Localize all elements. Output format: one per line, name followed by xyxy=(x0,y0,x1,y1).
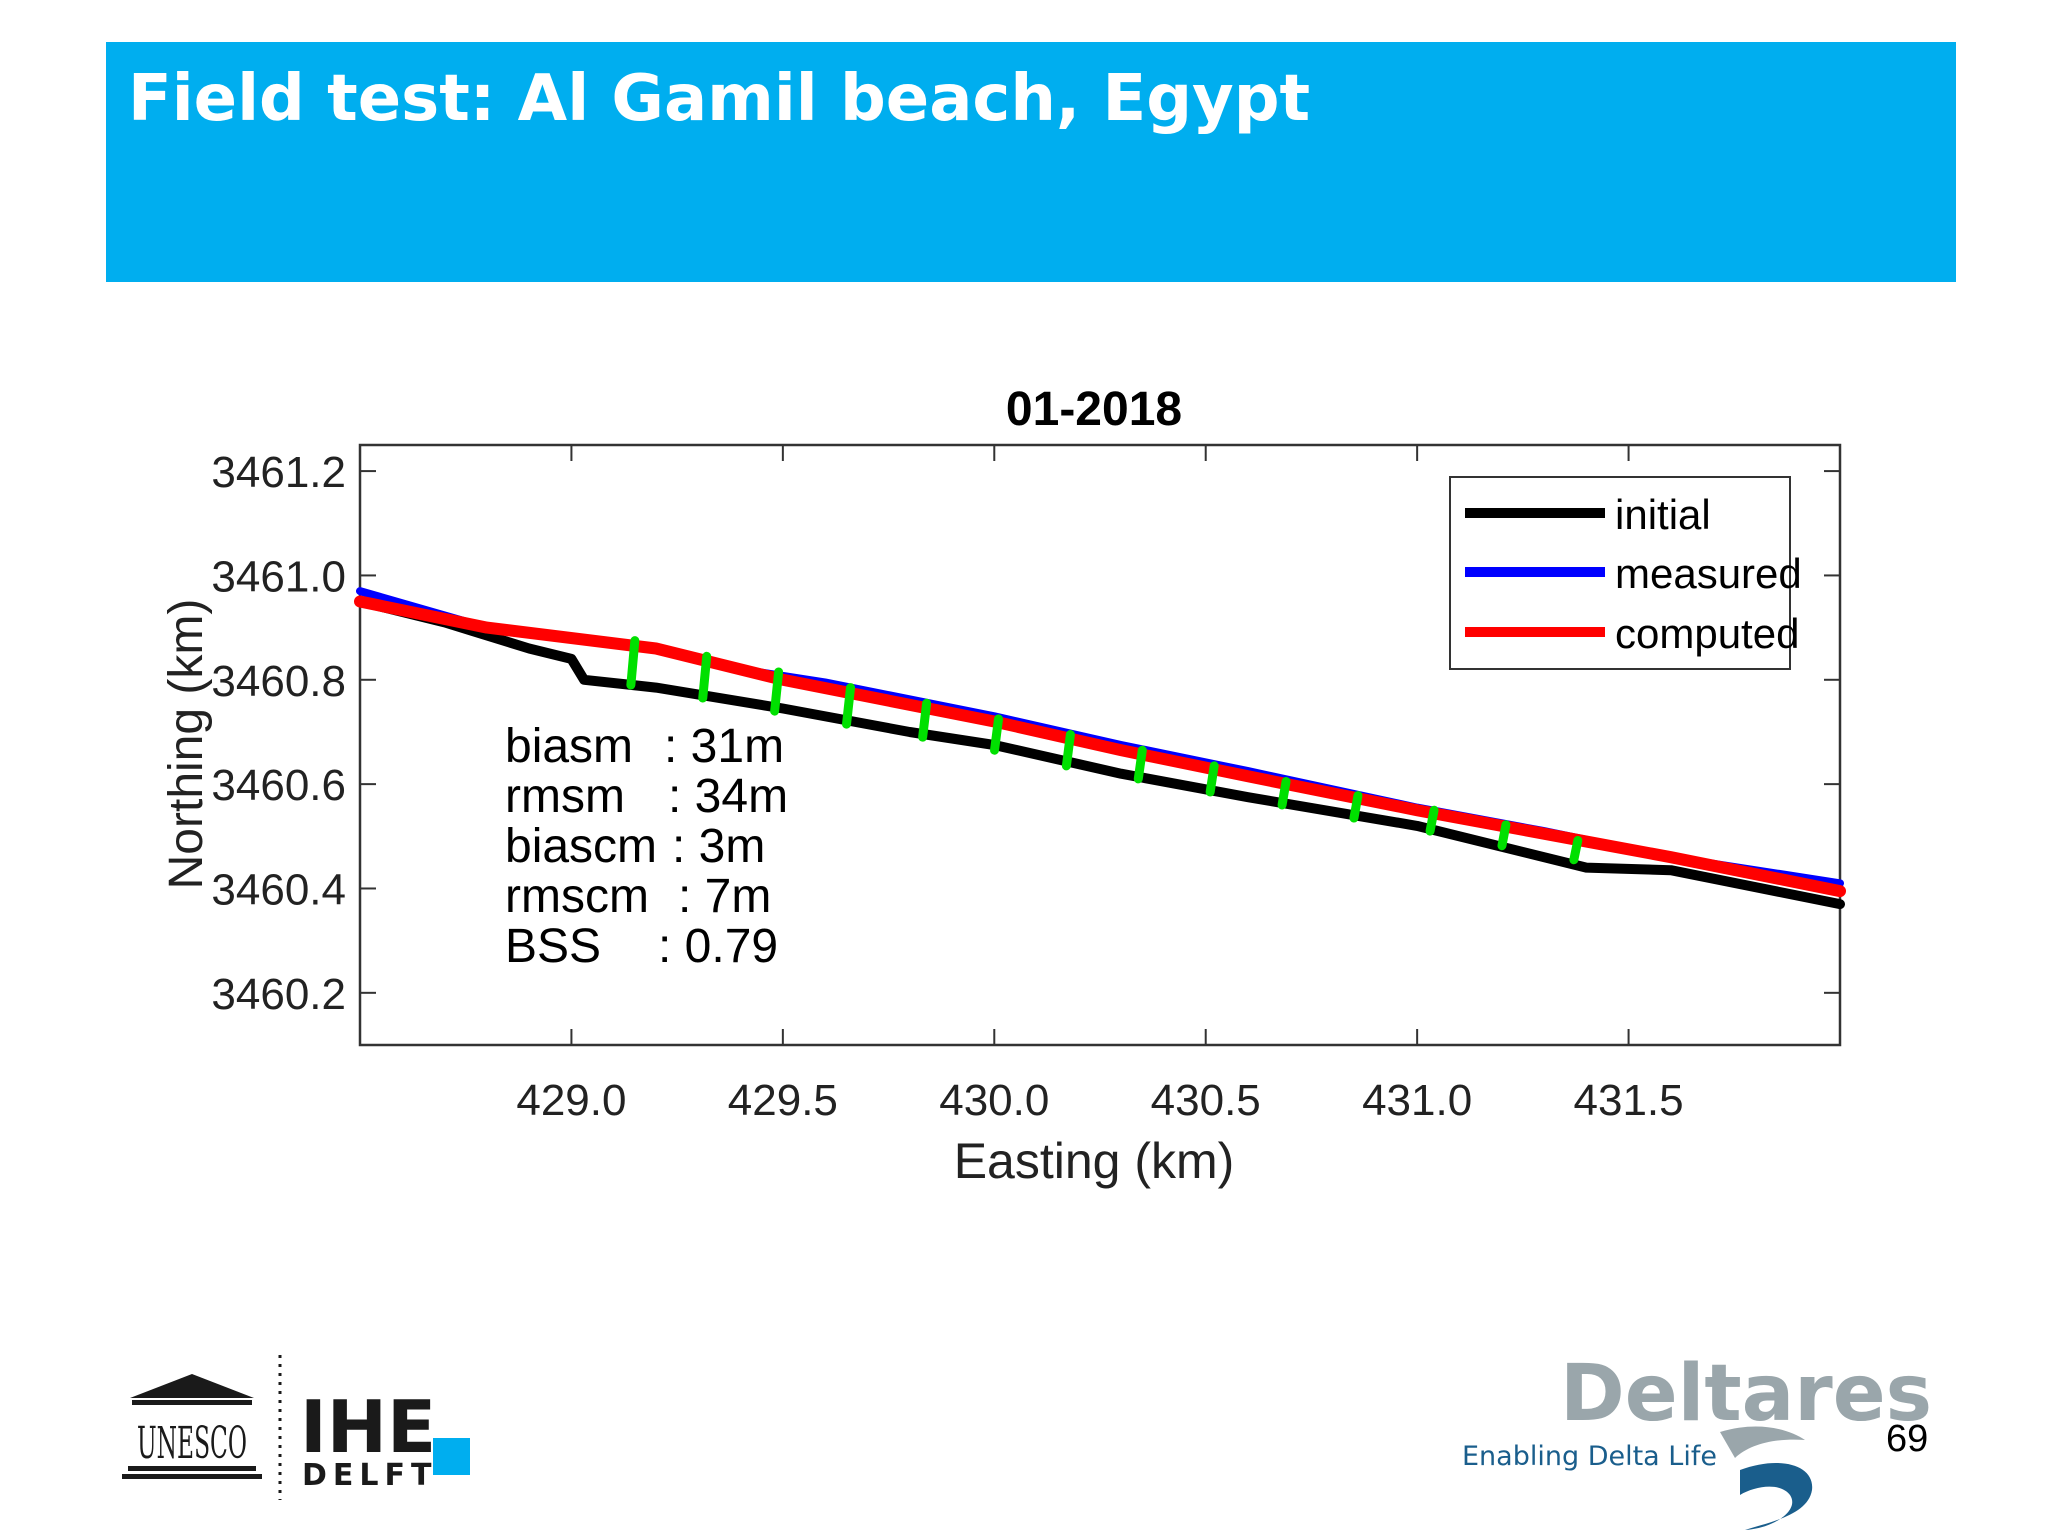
x-tick-label: 429.0 xyxy=(516,1076,626,1125)
stat-value: : 31m xyxy=(664,720,784,773)
transect-marker xyxy=(842,683,856,729)
unesco-logo: UNESCO xyxy=(122,1374,262,1479)
ihe-wordmark: IHE xyxy=(300,1385,436,1469)
unesco-wordmark: UNESCO xyxy=(137,1418,247,1469)
series-line-computed xyxy=(354,595,1846,898)
stat-value: : 0.79 xyxy=(658,920,778,973)
y-tick-label: 3460.2 xyxy=(211,970,346,1019)
slide-title: Field test: Al Gamil beach, Egypt xyxy=(128,62,1311,136)
y-tick-label: 3461.0 xyxy=(211,552,346,601)
x-tick-label: 431.0 xyxy=(1362,1076,1472,1125)
x-tick-label: 430.5 xyxy=(1151,1076,1261,1125)
legend-label-computed: computed xyxy=(1615,610,1799,657)
axes-frame xyxy=(358,443,1842,1047)
stat-label: rmscm xyxy=(505,870,649,923)
transect-marker xyxy=(1061,730,1075,771)
stat-label: biasm xyxy=(505,720,633,773)
stat-value: : 3m xyxy=(672,820,765,873)
plot-area: 429.0 429.5 430.0 430.5 431.0 431.5 3460.2 3460… xyxy=(211,443,1846,1125)
deltares-wordmark: Deltares xyxy=(1560,1349,1932,1439)
transect-marker xyxy=(626,636,640,690)
x-tick-label: 431.5 xyxy=(1574,1076,1684,1125)
chart-title: 01-2018 xyxy=(1006,383,1182,436)
deltares-logo: Deltares Enabling Delta Life xyxy=(1462,1349,1932,1530)
y-tick-label: 3460.8 xyxy=(211,657,346,706)
page-number: 69 xyxy=(1886,1418,1929,1460)
transect-marker xyxy=(1133,745,1147,784)
stat-value: : 7m xyxy=(678,870,771,923)
legend-label-initial: initial xyxy=(1615,491,1711,538)
delft-wordmark: DELFT xyxy=(302,1458,437,1493)
stats-annotation: biasm : 31m rmsm : 34m biascm : 3m rmscm… xyxy=(505,720,788,973)
transect-marker xyxy=(770,667,784,716)
y-tick-label: 3460.4 xyxy=(211,865,346,914)
x-axis-label: Easting (km) xyxy=(954,1133,1235,1189)
stat-label: biascm xyxy=(505,820,657,873)
x-tick-label: 430.0 xyxy=(939,1076,1049,1125)
stat-value: : 34m xyxy=(668,770,788,823)
series-line-initial xyxy=(355,596,1845,910)
transect-marker xyxy=(1349,791,1363,823)
deltares-swirl-icon xyxy=(1740,1462,1813,1530)
y-axis-label: Northing (km) xyxy=(160,599,213,890)
transect-marker xyxy=(1569,835,1583,865)
ihe-delft-logo: IHE DELFT xyxy=(300,1385,470,1493)
transect-marker xyxy=(698,651,712,703)
deltares-tagline: Enabling Delta Life xyxy=(1462,1441,1717,1472)
transect-marker xyxy=(1205,761,1219,797)
transect-marker xyxy=(1277,777,1291,810)
stat-label: BSS xyxy=(505,920,601,973)
legend-label-measured: measured xyxy=(1615,550,1802,597)
transect-marker xyxy=(990,714,1004,755)
stat-label: rmsm xyxy=(505,770,625,823)
transect-marker xyxy=(1425,805,1439,836)
ihe-square-icon xyxy=(433,1438,470,1475)
deltares-wave-icon xyxy=(1720,1426,1805,1458)
y-tick-label: 3461.2 xyxy=(211,448,346,497)
y-tick-label: 3460.6 xyxy=(211,761,346,810)
unesco-roof-icon xyxy=(130,1374,254,1398)
legend: initial measured computed xyxy=(1449,476,1802,670)
x-tick-label: 429.5 xyxy=(728,1076,838,1125)
transect-marker xyxy=(918,698,932,742)
title-banner: Field test: Al Gamil beach, Egypt xyxy=(106,42,1956,282)
transect-marker xyxy=(1497,820,1511,851)
